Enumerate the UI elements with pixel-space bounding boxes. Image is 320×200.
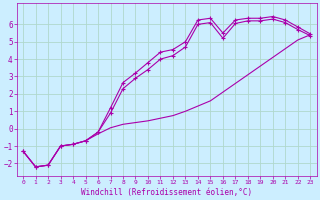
X-axis label: Windchill (Refroidissement éolien,°C): Windchill (Refroidissement éolien,°C) (81, 188, 252, 197)
